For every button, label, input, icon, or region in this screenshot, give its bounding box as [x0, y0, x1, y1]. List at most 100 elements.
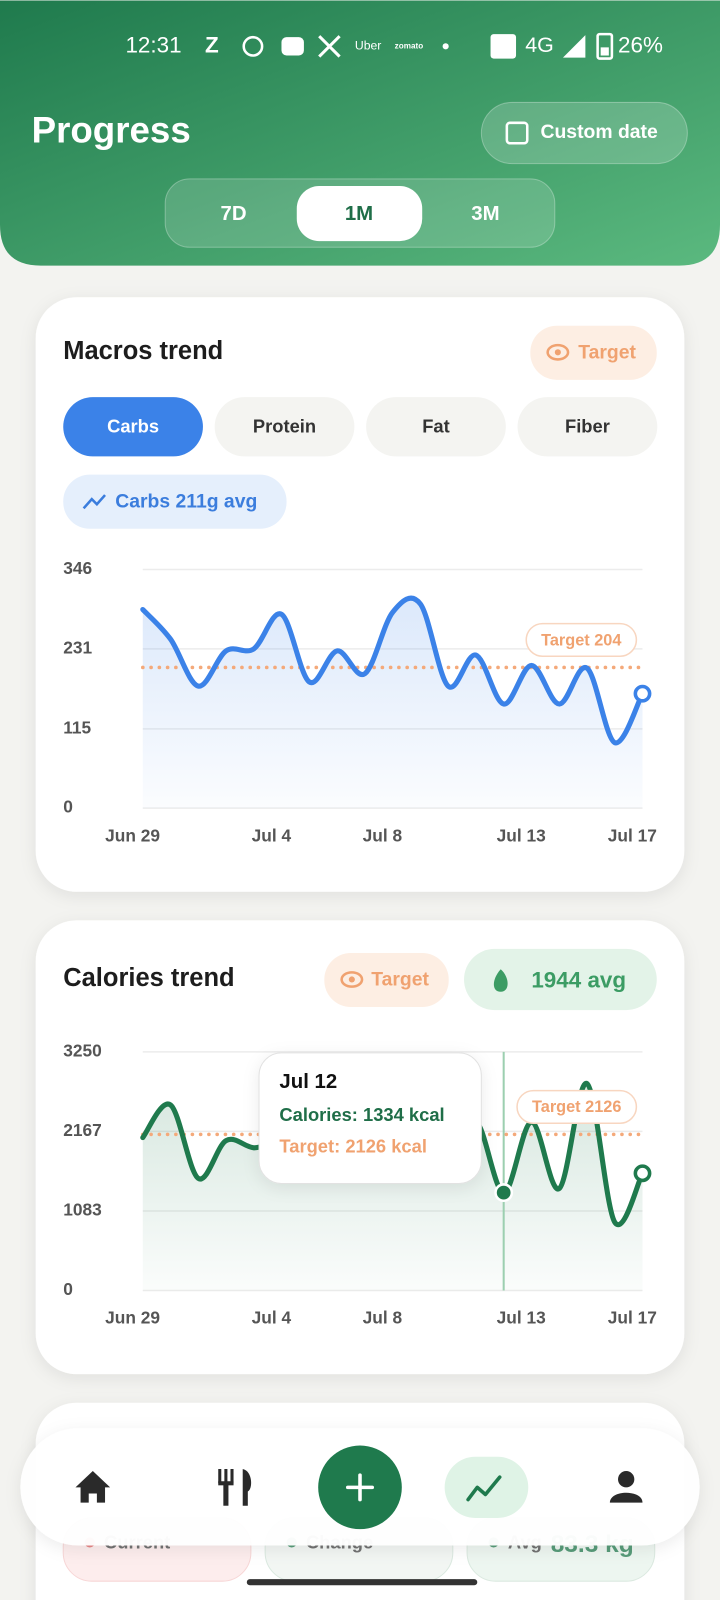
area — [142, 598, 643, 809]
eye-icon — [554, 349, 561, 356]
plus-icon[interactable] — [345, 1473, 375, 1502]
trend-icon — [82, 494, 106, 510]
y-tick-label: 346 — [63, 558, 92, 578]
network: 4G — [525, 33, 554, 57]
y-tick-label: 231 — [63, 637, 92, 657]
calories-chart: 0 1083 2167 3250 Jun 29 Jul 4 Jul 8 Jul 13 Jul 1… — [63, 1040, 657, 1327]
y-tick-label: 2167 — [63, 1120, 102, 1140]
fork[interactable] — [230, 1469, 234, 1484]
app-icon — [318, 35, 341, 58]
dot — [442, 43, 449, 50]
fork[interactable] — [223, 1483, 229, 1506]
tab[interactable] — [214, 397, 355, 457]
knife[interactable] — [242, 1469, 252, 1506]
range-label[interactable]: 1M — [345, 203, 373, 225]
battery-level — [600, 47, 609, 56]
time: 12:31 — [125, 32, 181, 57]
selected-marker — [494, 1183, 514, 1203]
avg-pill — [63, 474, 287, 529]
end-marker — [633, 684, 652, 703]
button-bg[interactable] — [480, 101, 688, 165]
button-label[interactable]: Custom date — [541, 121, 658, 143]
tab[interactable] — [366, 397, 506, 457]
signal-icon — [562, 35, 586, 58]
macro-tabs: Carbs Protein Fat Fiber — [63, 397, 658, 457]
eye-icon — [348, 976, 355, 983]
page-title: Progress — [32, 110, 191, 151]
volte-icon — [490, 34, 517, 59]
x-tick-label: Jul 4 — [252, 825, 292, 845]
app-icon — [281, 37, 304, 56]
progress-tab[interactable] — [444, 1456, 529, 1518]
home-icon[interactable] — [75, 1471, 111, 1503]
range-tabs: 7D 1M 3M — [221, 186, 500, 242]
food-icon[interactable] — [218, 1469, 252, 1506]
app-icon — [242, 35, 264, 57]
area — [142, 1083, 643, 1291]
avg-pill — [464, 948, 657, 1011]
tab-label[interactable]: Fat — [422, 416, 450, 437]
target-toggle[interactable]: Target — [530, 325, 657, 380]
trend-icon[interactable] — [466, 1475, 502, 1502]
y-tick-label: 3250 — [63, 1040, 102, 1060]
eye-icon — [340, 971, 364, 988]
tab[interactable] — [517, 397, 658, 457]
range-label[interactable]: 3M — [471, 203, 499, 225]
eye-icon — [546, 343, 570, 361]
battery-icon — [596, 32, 614, 60]
tab-label[interactable]: Carbs — [107, 416, 159, 437]
target-label: Target 204 — [541, 631, 621, 649]
app-name: zomato — [395, 42, 424, 51]
fork[interactable] — [218, 1469, 222, 1484]
x-tick-label: Jul 17 — [608, 825, 657, 845]
range-selected[interactable] — [296, 186, 423, 242]
app-name: Uber — [355, 39, 381, 53]
battery: 26% — [618, 32, 663, 57]
home-indicator — [246, 1579, 478, 1586]
tooltip-target: Target: 2126 kcal — [279, 1136, 427, 1157]
x-tick-label: Jul 8 — [363, 825, 403, 845]
avg-label: 1944 avg — [531, 967, 626, 992]
profile-icon[interactable] — [609, 1492, 643, 1503]
toggle-label[interactable]: Target — [578, 341, 636, 363]
avg-label: Carbs 211g avg — [115, 490, 257, 512]
toggle-label[interactable]: Target — [371, 969, 429, 991]
x-tick-label: Jul 13 — [497, 1308, 546, 1328]
x-tick-label: Jul 13 — [497, 825, 546, 845]
y-tick-label: 1083 — [63, 1200, 102, 1220]
flame-icon — [493, 969, 508, 992]
tab-label[interactable]: Fiber — [565, 416, 610, 437]
x-tick-label: Jul 4 — [252, 1308, 292, 1328]
target-label-bg — [525, 622, 638, 658]
x-tick-label: Jun 29 — [105, 825, 160, 845]
macros-chart: 0 115 231 346 Jun 29 Jul 4 Jul 8 Jul 13 Jul 17 Ta… — [63, 558, 657, 845]
tab-label[interactable]: Protein — [253, 416, 316, 437]
profile-icon[interactable] — [618, 1471, 635, 1488]
calendar-icon — [505, 121, 529, 145]
fork[interactable] — [224, 1469, 228, 1484]
target-label-bg — [516, 1089, 638, 1124]
card-title: Macros trend — [63, 337, 223, 365]
tooltip-value: Calories: 1334 kcal — [279, 1104, 444, 1125]
range-label[interactable]: 7D — [221, 203, 247, 225]
tab[interactable] — [63, 397, 203, 457]
x-tick-label: Jul 8 — [363, 1308, 403, 1328]
tooltip — [258, 1052, 482, 1184]
line — [140, 595, 646, 746]
tooltip-date: Jul 12 — [279, 1071, 337, 1093]
toggle-bg[interactable] — [324, 952, 449, 1008]
custom-date-button[interactable]: Custom date — [480, 101, 688, 165]
target-label: Target 2126 — [532, 1098, 621, 1116]
card-title: Calories trend — [63, 964, 234, 992]
toggle-bg[interactable] — [530, 325, 657, 380]
header-bg — [0, 0, 720, 266]
target-toggle[interactable]: Target — [324, 952, 449, 1008]
y-tick-label: 0 — [63, 1279, 73, 1299]
status-bar: 12:31 Z Uber zomato 4G 26% — [125, 32, 663, 60]
x-tick-label: Jul 17 — [608, 1308, 657, 1328]
y-tick-label: 0 — [63, 797, 73, 817]
x-tick-label: Jun 29 — [105, 1308, 160, 1328]
y-tick-label: 115 — [63, 717, 91, 737]
